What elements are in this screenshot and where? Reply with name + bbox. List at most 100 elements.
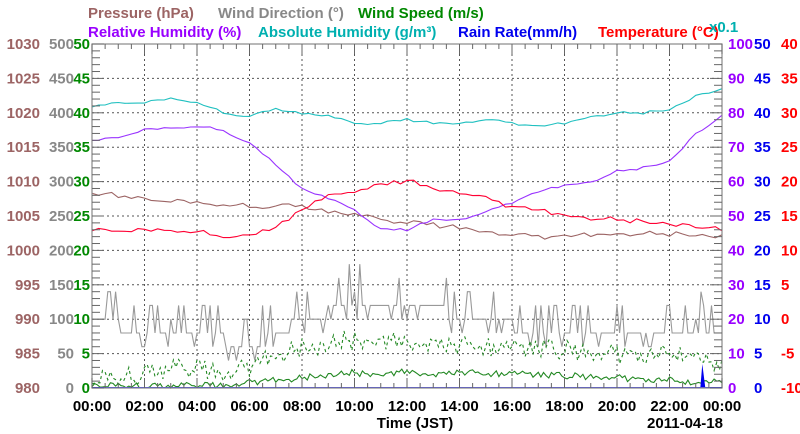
x-tick-label: 14:00 [440,398,478,415]
y-tick-label-wind-direction: 0 [66,380,74,397]
series-line-relative-humidity- [91,114,723,232]
x-tick-label: 08:00 [283,398,321,415]
y-tick-label-rain-rate: 30 [754,174,771,191]
y-tick-label-pressure: 990 [15,311,40,328]
y-tick-label-relative-humidity: 80 [728,105,745,122]
y-tick-label-wind-direction: 50 [57,346,74,363]
y-tick-label-wind-direction: 300 [49,174,74,191]
y-tick-label-temperature: 40 [781,36,798,53]
y-tick-label-pressure: 1020 [7,105,40,122]
legend-title: Pressure (hPa) [88,5,194,22]
legend-title: Absolute Humidity (g/m³) [258,24,436,41]
y-tick-label-wind-speed: 5 [82,346,90,363]
y-tick-label-rain-rate: 40 [754,105,771,122]
legend-title: Wind Direction (°) [218,5,344,22]
x-tick-label: 02:00 [125,398,163,415]
y-tick-label-relative-humidity: 70 [728,139,745,156]
y-tick-label-pressure: 1000 [7,242,40,259]
y-tick-label-wind-speed: 0 [82,380,90,397]
y-tick-label-temperature: 35 [781,70,798,87]
y-tick-label-wind-direction: 250 [49,208,74,225]
x-tick-label: 10:00 [335,398,373,415]
y-tick-label-temperature: -10 [781,380,800,397]
y-tick-label-pressure: 1010 [7,174,40,191]
y-tick-label-wind-speed: 15 [73,277,90,294]
y-tick-label-relative-humidity: 60 [728,174,745,191]
y-tick-label-relative-humidity: 50 [728,208,745,225]
y-tick-label-temperature: 20 [781,174,798,191]
y-tick-label-pressure: 985 [15,346,40,363]
y-tick-label-relative-humidity: 10 [728,346,745,363]
y-tick-label-rain-rate: 45 [754,70,771,87]
y-tick-label-wind-direction: 150 [49,277,74,294]
y-tick-label-wind-direction: 500 [49,36,74,53]
tick-marks [91,43,723,389]
y-tick-label-temperature: 30 [781,105,798,122]
y-tick-label-pressure: 1015 [7,139,40,156]
x-tick-label: 00:00 [703,398,741,415]
grid [92,44,722,388]
y-tick-label-rain-rate: 0 [754,380,762,397]
legend-title: Rain Rate(mm/h) [458,24,577,41]
legend-title: Temperature (°C) [598,24,719,41]
x-axis-label: Time (JST) [377,415,453,432]
y-tick-label-temperature: 0 [781,311,789,328]
y-tick-label-temperature: 5 [781,277,789,294]
y-tick-label-relative-humidity: 0 [728,380,736,397]
y-tick-label-temperature: 25 [781,139,798,156]
y-tick-label-relative-humidity: 40 [728,242,745,259]
y-tick-label-wind-speed: 45 [73,70,90,87]
x-tick-label: 20:00 [598,398,636,415]
y-tick-label-relative-humidity: 30 [728,277,745,294]
y-tick-label-rain-rate: 15 [754,277,771,294]
rain-rate-bar [700,363,706,388]
y-tick-label-pressure: 980 [15,380,40,397]
y-tick-label-rain-rate: 50 [754,36,771,53]
y-tick-label-wind-direction: 100 [49,311,74,328]
y-tick-label-wind-speed: 30 [73,174,90,191]
y-tick-label-wind-speed: 40 [73,105,90,122]
date-label: 2011-04-18 [647,415,723,432]
x-tick-label: 22:00 [650,398,688,415]
series-line-pressure-hpa- [91,191,723,240]
legend-title: Wind Speed (m/s) [358,5,484,22]
legend-title: Relative Humidity (%) [88,24,241,41]
y-tick-label-rain-rate: 5 [754,346,762,363]
x-tick-label: 00:00 [73,398,111,415]
y-tick-label-wind-direction: 350 [49,139,74,156]
plot-series [91,88,723,389]
y-tick-label-relative-humidity: 90 [728,70,745,87]
y-tick-label-temperature: 10 [781,242,798,259]
y-tick-label-wind-direction: 400 [49,105,74,122]
y-tick-label-wind-direction: 450 [49,70,74,87]
y-tick-label-wind-speed: 50 [73,36,90,53]
chart-legend-titles: Pressure (hPa) Wind Direction (°) Wind Spe… [88,5,719,41]
y-tick-label-rain-rate: 10 [754,311,771,328]
y-tick-label-rain-rate: 20 [754,242,771,259]
abs-humidity-scale-note: x0.1 [709,19,738,36]
series-line-absolute-humidity-g-m-x- [91,88,723,127]
y-tick-label-wind-speed: 35 [73,139,90,156]
y-tick-label-pressure: 1005 [7,208,40,225]
y-tick-label-pressure: 995 [15,277,40,294]
y-tick-label-wind-direction: 200 [49,242,74,259]
y-tick-label-wind-speed: 10 [73,311,90,328]
series-line-wind-direction- [92,264,722,361]
y-tick-label-relative-humidity: 100 [728,36,753,53]
y-tick-label-pressure: 1030 [7,36,40,53]
x-tick-label: 18:00 [545,398,583,415]
series-line-wind-gust-m-s- [91,330,723,386]
y-tick-label-temperature: 15 [781,208,798,225]
x-tick-label: 12:00 [388,398,426,415]
x-tick-label: 06:00 [230,398,268,415]
y-tick-label-wind-speed: 20 [73,242,90,259]
y-tick-label-pressure: 1025 [7,70,40,87]
y-tick-label-wind-speed: 25 [73,208,90,225]
x-tick-label: 16:00 [493,398,531,415]
y-tick-label-temperature: -5 [781,346,794,363]
series-line-temperature-c- [91,179,723,239]
y-tick-label-rain-rate: 25 [754,208,771,225]
x-tick-label: 04:00 [178,398,216,415]
